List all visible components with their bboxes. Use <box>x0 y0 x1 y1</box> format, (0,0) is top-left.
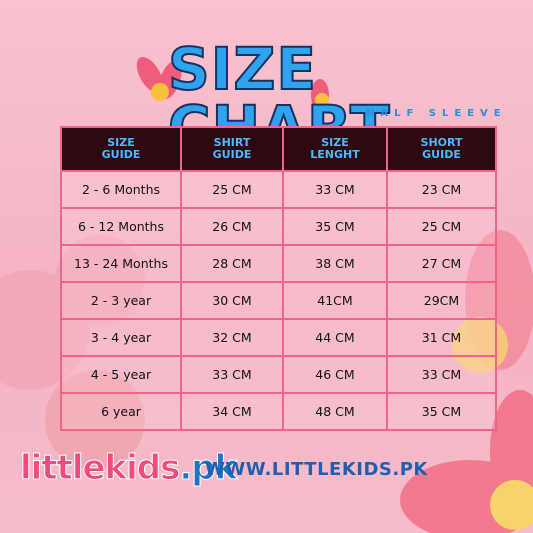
table-row: 6 year 34 CM 48 CM 35 CM <box>60 392 497 431</box>
table-cell: 33 CM <box>386 355 497 394</box>
logo-domain: .pk <box>179 448 238 489</box>
table-cell: 41CM <box>282 281 388 320</box>
table-cell: 23 CM <box>386 170 497 209</box>
table-cell: 6 year <box>60 392 182 431</box>
table-body: 2 - 6 Months 25 CM 33 CM 23 CM 6 - 12 Months… <box>60 170 497 431</box>
table-cell: 26 CM <box>180 207 284 246</box>
table-row: 13 - 24 Months 28 CM 38 CM 27 CM <box>60 244 497 283</box>
table-cell: 6 - 12 Months <box>60 207 182 246</box>
column-header: SHIRT GUIDE <box>180 126 284 172</box>
table-row: 4 - 5 year 33 CM 46 CM 33 CM <box>60 355 497 394</box>
table-cell: 44 CM <box>282 318 388 357</box>
logo: littlekids.pk <box>19 448 238 489</box>
column-header: SIZE LENGHT <box>282 126 388 172</box>
column-header-text: SIZE GUIDE <box>101 136 141 161</box>
column-header: SHORT GUIDE <box>386 126 497 172</box>
table-cell: 35 CM <box>386 392 497 431</box>
column-header: SIZE GUIDE <box>60 126 182 172</box>
table-cell: 25 CM <box>386 207 497 246</box>
table-cell: 30 CM <box>180 281 284 320</box>
table-cell: 34 CM <box>180 392 284 431</box>
table-cell: 13 - 24 Months <box>60 244 182 283</box>
table-cell: 3 - 4 year <box>60 318 182 357</box>
table-cell: 31 CM <box>386 318 497 357</box>
table-row: 2 - 6 Months 25 CM 33 CM 23 CM <box>60 170 497 209</box>
table-cell: 28 CM <box>180 244 284 283</box>
table-row: 3 - 4 year 32 CM 44 CM 31 CM <box>60 318 497 357</box>
table-cell: 2 - 3 year <box>60 281 182 320</box>
table-cell: 35 CM <box>282 207 388 246</box>
logo-name: littlekids <box>19 448 180 489</box>
size-table: SIZE GUIDE SHIRT GUIDE SIZE LENGHT SHORT GU… <box>60 126 497 431</box>
table-cell: 48 CM <box>282 392 388 431</box>
website-url: WWW.LITTLEKIDS.PK <box>205 459 428 480</box>
header-row: SIZE GUIDE SHIRT GUIDE SIZE LENGHT SHORT GU… <box>60 126 497 172</box>
table-cell: 38 CM <box>282 244 388 283</box>
table-cell: 33 CM <box>282 170 388 209</box>
column-header-text: SHORT GUIDE <box>420 136 463 161</box>
column-header-text: SIZE LENGHT <box>310 136 360 161</box>
table-cell: 4 - 5 year <box>60 355 182 394</box>
subtitle: HALF SLEEVE <box>366 108 507 119</box>
column-header-text: SHIRT GUIDE <box>212 136 252 161</box>
table-cell: 46 CM <box>282 355 388 394</box>
table-cell: 29CM <box>386 281 497 320</box>
table-cell: 2 - 6 Months <box>60 170 182 209</box>
table-cell: 25 CM <box>180 170 284 209</box>
table-cell: 27 CM <box>386 244 497 283</box>
table-cell: 33 CM <box>180 355 284 394</box>
table-row: 6 - 12 Months 26 CM 35 CM 25 CM <box>60 207 497 246</box>
table-row: 2 - 3 year 30 CM 41CM 29CM <box>60 281 497 320</box>
table-cell: 32 CM <box>180 318 284 357</box>
